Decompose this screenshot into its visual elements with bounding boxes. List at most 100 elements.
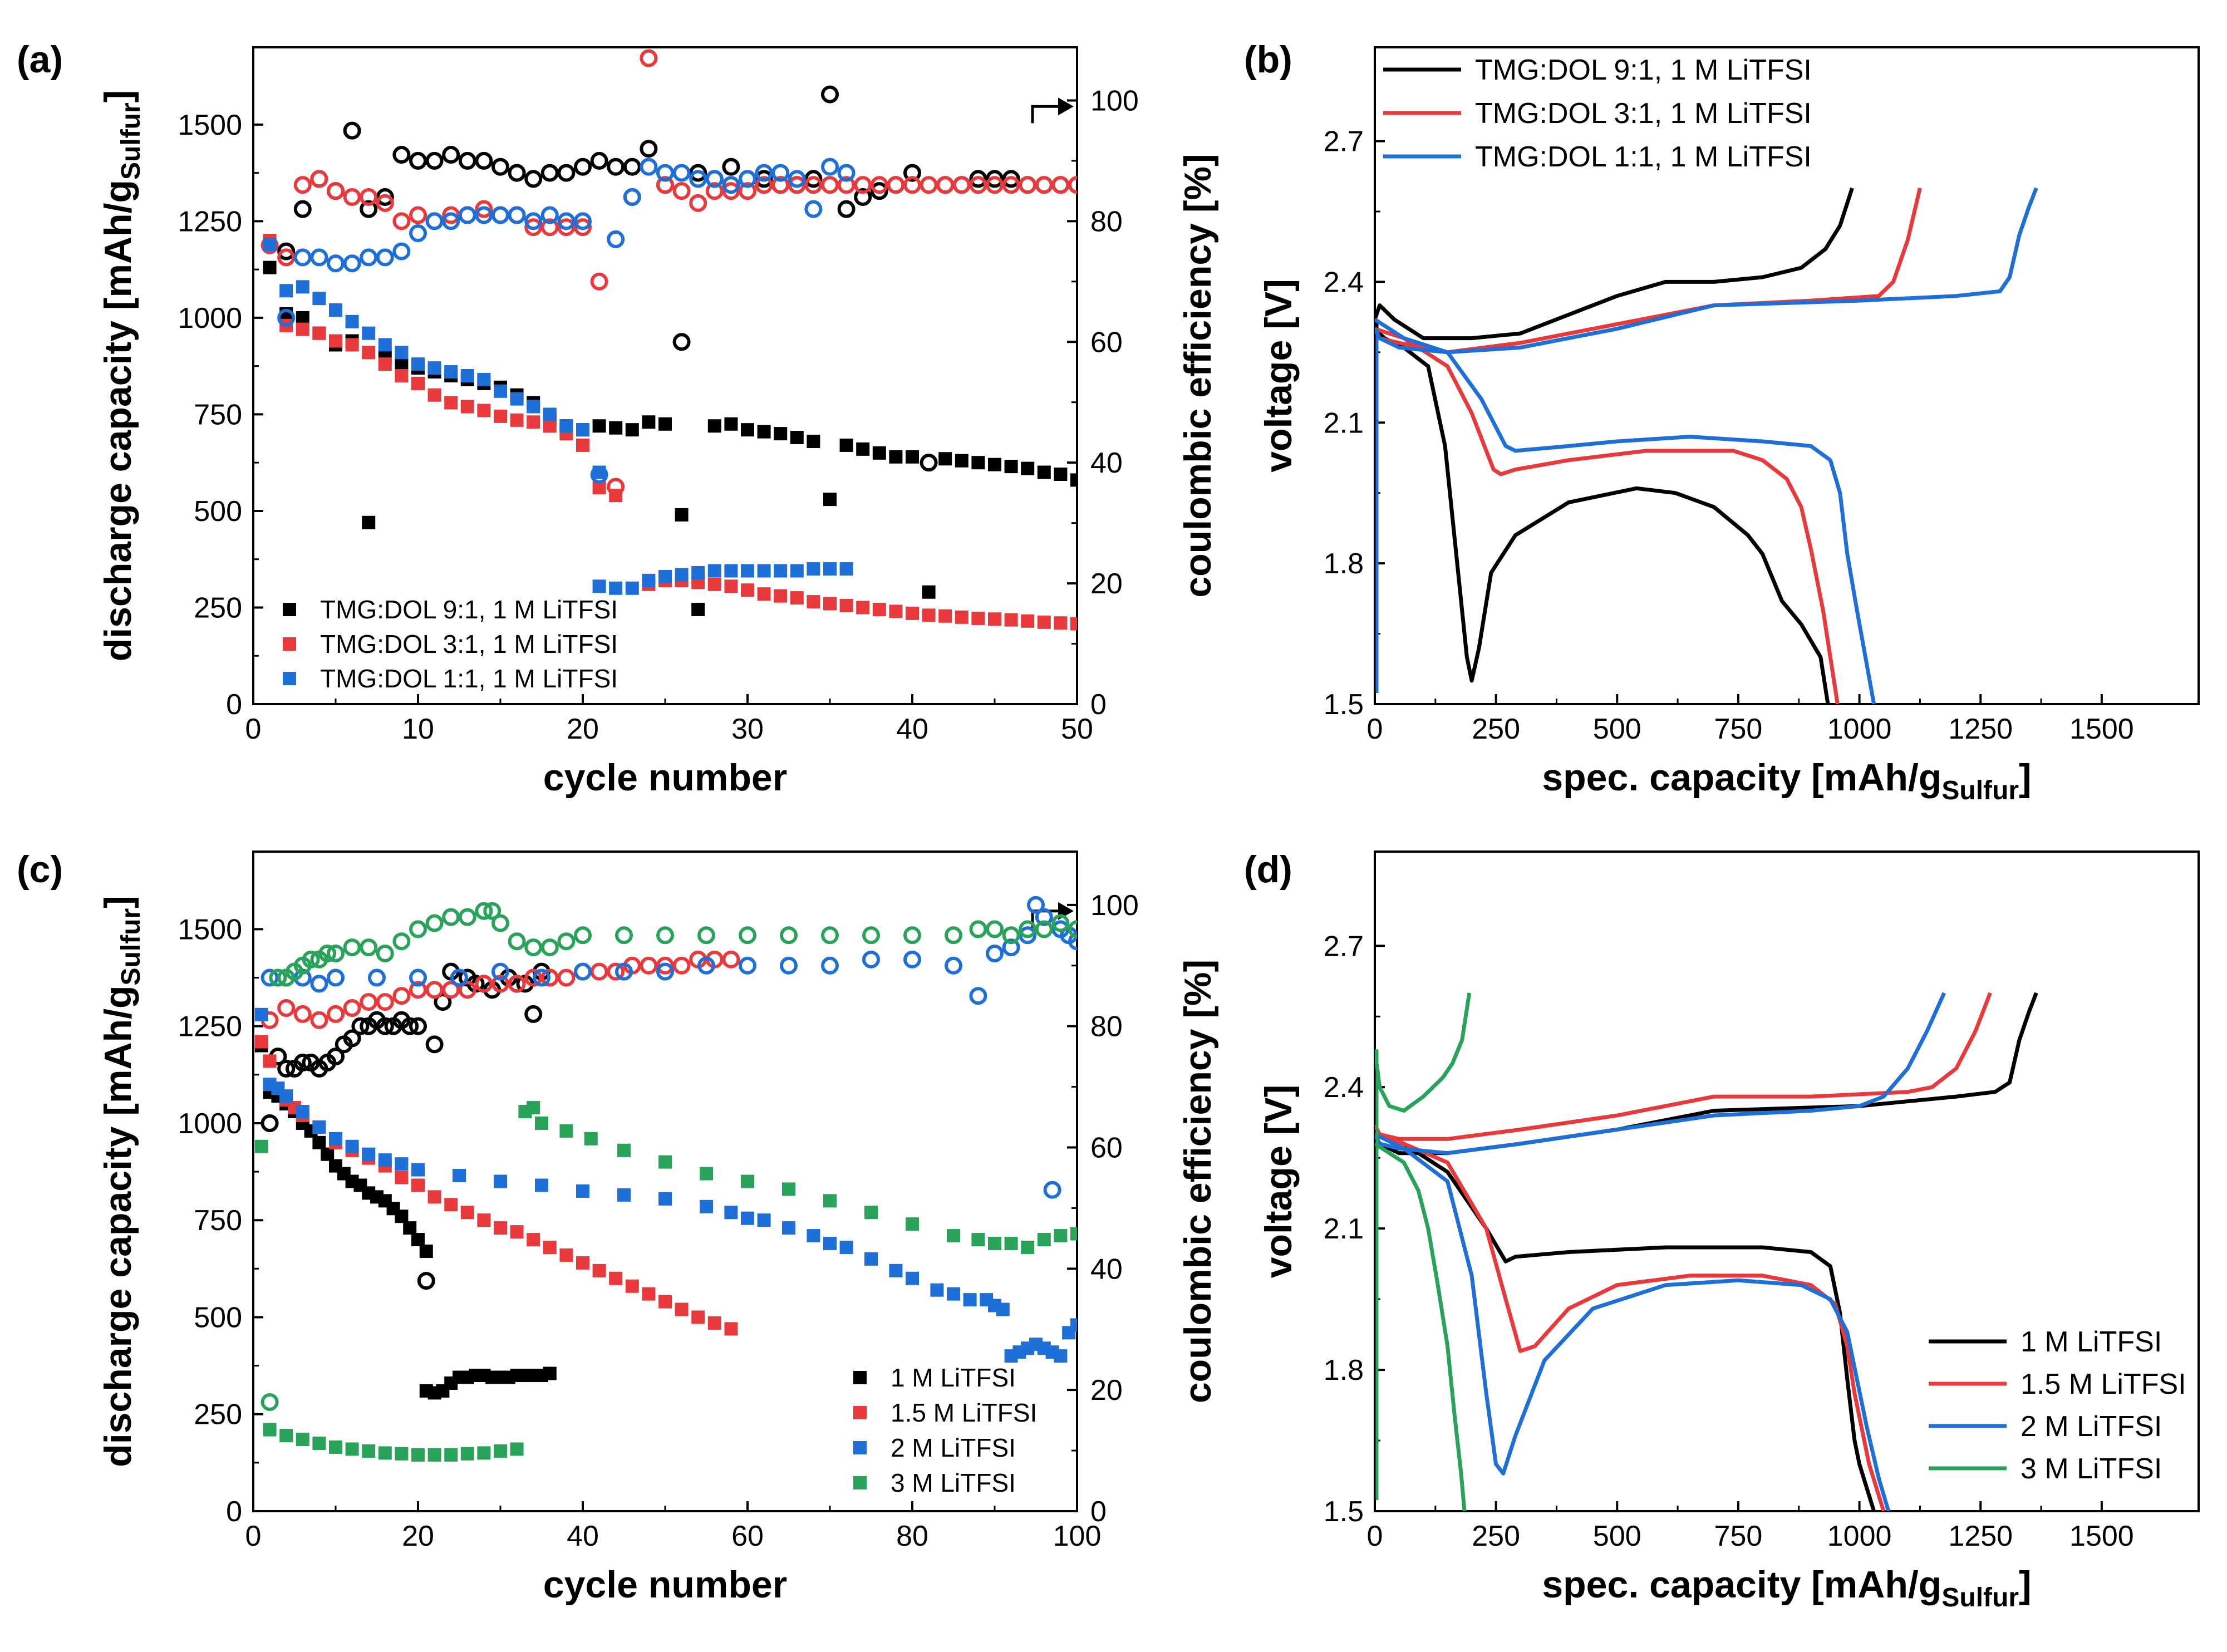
efficiency-point bbox=[656, 176, 674, 194]
efficiency-point bbox=[442, 212, 460, 230]
capacity-point bbox=[955, 610, 969, 624]
legend-label: 2 M LiTFSI bbox=[891, 1433, 1016, 1462]
capacity-point bbox=[411, 376, 425, 390]
capacity-point bbox=[494, 1444, 507, 1458]
efficiency-point bbox=[508, 975, 526, 993]
y-tick-label: 1.5 bbox=[1324, 1496, 1364, 1528]
capacity-point bbox=[527, 1233, 540, 1247]
capacity-point bbox=[807, 595, 820, 609]
capacity-point bbox=[477, 372, 491, 386]
efficiency-point bbox=[409, 920, 427, 938]
efficiency-point bbox=[945, 956, 962, 975]
capacity-point bbox=[444, 396, 458, 410]
efficiency-point bbox=[475, 206, 493, 224]
efficiency-point bbox=[540, 938, 559, 957]
efficiency-point bbox=[376, 1017, 394, 1035]
capacity-point bbox=[592, 579, 606, 593]
capacity-point bbox=[839, 438, 853, 452]
x-tick-label: 40 bbox=[567, 1520, 599, 1552]
y-tick-label: 750 bbox=[194, 399, 242, 431]
efficiency-point bbox=[508, 206, 526, 224]
capacity-point bbox=[930, 1283, 944, 1297]
series-2 bbox=[263, 158, 856, 595]
capacity-point bbox=[527, 415, 540, 429]
capacity-point bbox=[707, 419, 721, 433]
capacity-point bbox=[675, 508, 689, 522]
capacity-point bbox=[971, 611, 985, 625]
y-axis-label-main: discharge capacity [mAh/g bbox=[97, 985, 139, 1467]
capacity-point bbox=[947, 1229, 960, 1243]
capacity-point bbox=[955, 454, 969, 468]
efficiency-point bbox=[376, 248, 394, 267]
efficiency-point bbox=[722, 158, 740, 176]
efficiency-point bbox=[837, 200, 856, 218]
efficiency-point bbox=[1019, 926, 1037, 945]
efficiency-point bbox=[360, 938, 378, 957]
capacity-point bbox=[807, 1229, 820, 1243]
capacity-point bbox=[312, 1437, 326, 1451]
legend: TMG:DOL 9:1, 1 M LiTFSI TMG:DOL 3:1, 1 M … bbox=[1383, 54, 1812, 173]
efficiency-point bbox=[1002, 176, 1020, 194]
capacity-point bbox=[510, 392, 524, 406]
x-tick-label: 0 bbox=[245, 713, 262, 745]
y-tick-label: 500 bbox=[194, 1301, 242, 1334]
plot-frame bbox=[1374, 850, 2200, 1512]
efficiency-point bbox=[1051, 176, 1070, 194]
capacity-point bbox=[938, 452, 952, 466]
capacity-point bbox=[658, 1295, 672, 1309]
x-tick-label: 10 bbox=[402, 713, 434, 745]
capacity-point bbox=[510, 413, 524, 427]
capacity-point bbox=[724, 417, 738, 431]
efficiency-point bbox=[821, 85, 839, 104]
capacity-point bbox=[453, 1169, 466, 1183]
capacity-point bbox=[411, 1163, 425, 1177]
capacity-point bbox=[378, 338, 392, 352]
capacity-point bbox=[411, 1233, 425, 1247]
efficiency-point bbox=[442, 908, 460, 926]
capacity-point bbox=[757, 587, 771, 601]
efficiency-point bbox=[672, 164, 691, 182]
efficiency-point bbox=[376, 993, 394, 1011]
capacity-point bbox=[527, 1101, 540, 1115]
efficiency-point bbox=[327, 1005, 345, 1023]
legend-label: TMG:DOL 3:1, 1 M LiTFSI bbox=[320, 630, 618, 658]
efficiency-point bbox=[870, 182, 888, 200]
efficiency-point bbox=[425, 212, 444, 230]
efficiency-point bbox=[656, 962, 674, 981]
capacity-point bbox=[460, 369, 474, 382]
efficiency-point bbox=[524, 1005, 543, 1023]
series-0 bbox=[1375, 992, 2038, 1511]
capacity-point bbox=[263, 238, 277, 251]
capacity-point bbox=[444, 1198, 458, 1212]
efficiency-point bbox=[450, 968, 468, 987]
capacity-point bbox=[345, 314, 359, 328]
efficiency-point bbox=[524, 212, 543, 230]
y-axis-label: voltage [V] bbox=[1257, 1085, 1300, 1279]
efficiency-point bbox=[392, 932, 411, 951]
capacity-point bbox=[741, 1211, 754, 1225]
capacity-point bbox=[823, 562, 837, 576]
efficiency-point bbox=[351, 1017, 370, 1035]
capacity-point bbox=[988, 1237, 1001, 1251]
legend: 1 M LiTFSI 1.5 M LiTFSI 2 M LiTFSI 3 M LiTF… bbox=[1929, 1326, 2186, 1485]
efficiency-point bbox=[623, 158, 641, 176]
capacity-point bbox=[889, 450, 903, 464]
efficiency-point bbox=[491, 914, 509, 932]
efficiency-point bbox=[780, 956, 798, 975]
capacity-point bbox=[263, 1054, 277, 1068]
capacity-point bbox=[543, 407, 557, 421]
right-axis-arrow bbox=[1031, 105, 1070, 124]
y-tick-label: 1.5 bbox=[1324, 689, 1364, 721]
series-1 bbox=[254, 950, 740, 1336]
capacity-point bbox=[395, 346, 409, 360]
capacity-point bbox=[839, 562, 853, 576]
capacity-point bbox=[889, 1263, 903, 1277]
efficiency-point bbox=[640, 956, 658, 975]
efficiency-point bbox=[903, 926, 921, 945]
efficiency-point bbox=[986, 920, 1004, 938]
efficiency-point bbox=[458, 981, 476, 999]
efficiency-point bbox=[804, 200, 823, 218]
capacity-point bbox=[477, 1446, 491, 1460]
efficiency-point bbox=[475, 151, 493, 170]
capacity-point bbox=[444, 1448, 458, 1462]
